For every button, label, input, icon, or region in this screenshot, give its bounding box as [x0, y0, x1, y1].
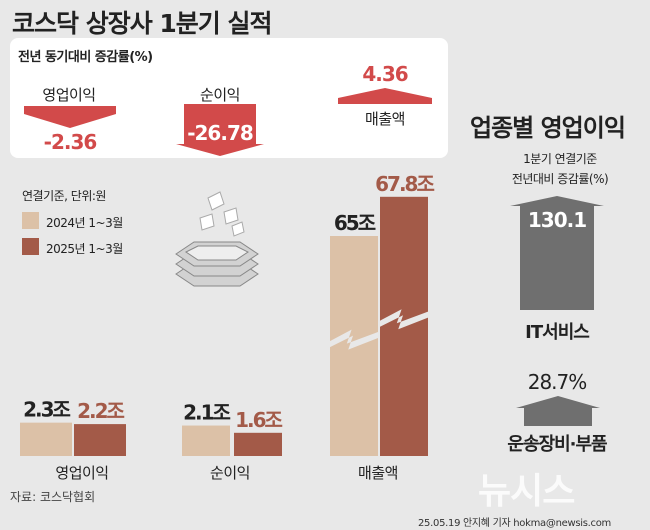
- bar-1-1: [234, 432, 282, 456]
- sector-label-it: IT서비스: [525, 322, 590, 343]
- yoy-label-net: 순이익: [200, 86, 240, 104]
- sector-value-transport: 28.7%: [527, 370, 588, 394]
- coin-stack-icon: [175, 191, 259, 287]
- sector-sub-rate: 전년대비 증감률(%): [511, 172, 609, 186]
- yoy-label-sales: 매출액: [365, 110, 405, 128]
- bar-1-0: [182, 425, 230, 456]
- yoy-label-operating: 영업이익: [42, 86, 96, 104]
- unit-note: 연결기준, 단위:원: [22, 189, 106, 203]
- page-title: 코스닥 상장사 1분기 실적: [12, 9, 273, 38]
- credit-line: 25.05.19 안지혜 기자 hokma@newsis.com: [418, 518, 611, 529]
- bar-label-1-1: 1.6조: [235, 408, 282, 432]
- up-arrow-icon: [510, 196, 604, 310]
- bar-0-0: [20, 422, 72, 456]
- bar-label-2-0: 65조: [334, 211, 376, 235]
- axis-break-mark: [329, 329, 379, 350]
- source-note: 자료: 코스닥협회: [10, 490, 96, 504]
- bar-label-0-0: 2.3조: [23, 398, 70, 422]
- down-arrow-icon: [24, 106, 116, 128]
- axis-break-mark: [379, 309, 429, 330]
- category-label-net: 순이익: [210, 464, 250, 482]
- bar-label-0-1: 2.2조: [77, 399, 124, 423]
- legend-label-2025: 2025년 1~3월: [46, 242, 123, 256]
- legend-swatch-2024: [22, 212, 39, 229]
- sector-label-transport: 운송장비·부품: [507, 434, 607, 455]
- sector-sub-basis: 1분기 연결기준: [523, 152, 597, 166]
- sector-value-it: 130.1: [527, 208, 587, 232]
- up-arrow-icon: [338, 88, 432, 104]
- yoy-value-net: -26.78: [187, 121, 254, 145]
- yoy-title: 전년 동기대비 증감률(%): [18, 50, 153, 65]
- up-arrow-icon: [516, 396, 600, 426]
- watermark-logo: 뉴시스: [478, 471, 575, 512]
- bar-label-2-1: 67.8조: [375, 172, 434, 196]
- category-label-operating: 영업이익: [55, 464, 109, 482]
- yoy-value-sales: 4.36: [362, 62, 408, 86]
- legend-swatch-2025: [22, 238, 39, 255]
- bar-label-1-0: 2.1조: [183, 401, 230, 425]
- sector-title: 업종별 영업이익: [470, 114, 626, 142]
- down-arrow-icon: [176, 104, 264, 156]
- category-label-sales: 매출액: [358, 464, 398, 482]
- yoy-value-operating: -2.36: [43, 130, 98, 154]
- bar-0-1: [74, 424, 126, 456]
- legend-label-2024: 2024년 1~3월: [46, 216, 123, 230]
